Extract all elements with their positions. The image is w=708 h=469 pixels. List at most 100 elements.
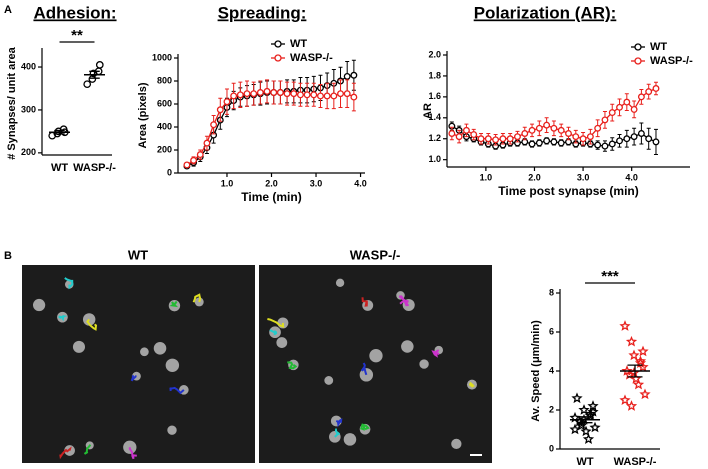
data-point (203, 139, 211, 147)
cell-track (58, 315, 68, 322)
data-point (243, 90, 251, 98)
y-tick-label: 1.4 (428, 112, 441, 122)
cell-track (130, 375, 137, 382)
data-point (330, 92, 338, 100)
data-point (637, 345, 649, 357)
panel-label: B (4, 250, 12, 262)
cell (343, 433, 357, 446)
cell-track (335, 418, 343, 428)
data-point (623, 135, 631, 143)
data-point (535, 139, 543, 147)
data-point (608, 109, 616, 117)
data-point (250, 90, 258, 98)
x-tick-label: WT (576, 456, 593, 468)
y-tick-label: 1.8 (428, 70, 441, 80)
cell-track (269, 329, 278, 336)
cell-track (360, 362, 368, 376)
data-point (337, 90, 344, 98)
data-point (630, 133, 638, 141)
y-tick-label: 8 (549, 287, 554, 297)
cell (419, 359, 429, 369)
data-point (492, 136, 500, 144)
y-axis-label: Av. Speed (μm/min) (530, 320, 542, 422)
legend-marker (274, 54, 282, 62)
data-point (310, 91, 318, 99)
data-point (652, 85, 660, 92)
legend-label: WT (650, 41, 667, 53)
data-point (83, 80, 92, 89)
cell-track (169, 300, 178, 308)
data-point (550, 138, 558, 146)
y-tick-label: 0 (167, 167, 172, 177)
cell-track (361, 297, 368, 307)
data-point (223, 98, 231, 106)
cell-track (398, 295, 409, 306)
data-point (589, 421, 601, 433)
legend-label: WASP-/- (290, 52, 333, 64)
x-tick-label: 1.0 (221, 178, 234, 188)
x-tick-label: 2.0 (528, 172, 541, 182)
data-point (557, 126, 565, 134)
data-point (625, 335, 638, 347)
y-tick-label: 400 (157, 121, 172, 131)
cell-track (59, 446, 72, 460)
data-point (569, 423, 581, 435)
data-point (95, 61, 104, 69)
data-point (216, 106, 224, 114)
data-point (543, 137, 551, 145)
y-tick-label: 1.2 (428, 133, 441, 143)
data-point (645, 88, 653, 96)
data-point (196, 151, 204, 159)
legend-label: WASP-/- (650, 55, 693, 67)
cell (324, 376, 334, 385)
x-tick-label: 1.0 (480, 172, 493, 182)
data-point (652, 138, 660, 146)
x-tick-label: WT (51, 162, 68, 174)
data-point (594, 124, 602, 132)
y-tick-label: 1000 (152, 52, 172, 62)
data-point (499, 135, 507, 143)
image-label: WT (128, 247, 148, 262)
data-point (514, 133, 521, 141)
error-bar (89, 70, 100, 79)
data-point (290, 90, 298, 98)
significance-label: ** (71, 27, 83, 44)
cell (335, 278, 345, 287)
y-tick-label: 400 (21, 61, 36, 71)
cell (140, 347, 149, 357)
cell (401, 340, 414, 353)
data-point (350, 93, 358, 101)
series-line (186, 90, 355, 166)
chart-title: Adhesion: (33, 3, 116, 22)
y-tick-label: 4 (549, 365, 554, 375)
data-point (256, 89, 264, 96)
y-tick-label: 2 (549, 404, 554, 414)
data-point (455, 133, 463, 141)
data-point (619, 320, 631, 331)
data-point (594, 141, 602, 149)
data-point (582, 433, 595, 444)
x-axis-label: Time (min) (241, 190, 301, 204)
data-point (317, 92, 324, 100)
data-point (608, 140, 616, 148)
y-tick-label: 200 (21, 147, 36, 157)
y-tick-label: 1.6 (428, 91, 441, 101)
data-point (587, 406, 599, 417)
data-point (543, 121, 551, 129)
data-point (637, 93, 645, 101)
cell-track (287, 361, 298, 370)
x-tick-label: WASP-/- (73, 162, 116, 174)
data-point (565, 130, 572, 137)
cell-track (192, 293, 202, 303)
data-point (343, 90, 351, 98)
data-point (535, 124, 543, 132)
data-point (263, 87, 271, 95)
data-point (303, 91, 311, 99)
cell (276, 337, 288, 348)
x-tick-label: 2.0 (265, 178, 278, 188)
data-point (283, 90, 291, 98)
data-point (601, 116, 609, 124)
y-tick-label: 300 (21, 104, 36, 114)
data-point (350, 71, 358, 79)
